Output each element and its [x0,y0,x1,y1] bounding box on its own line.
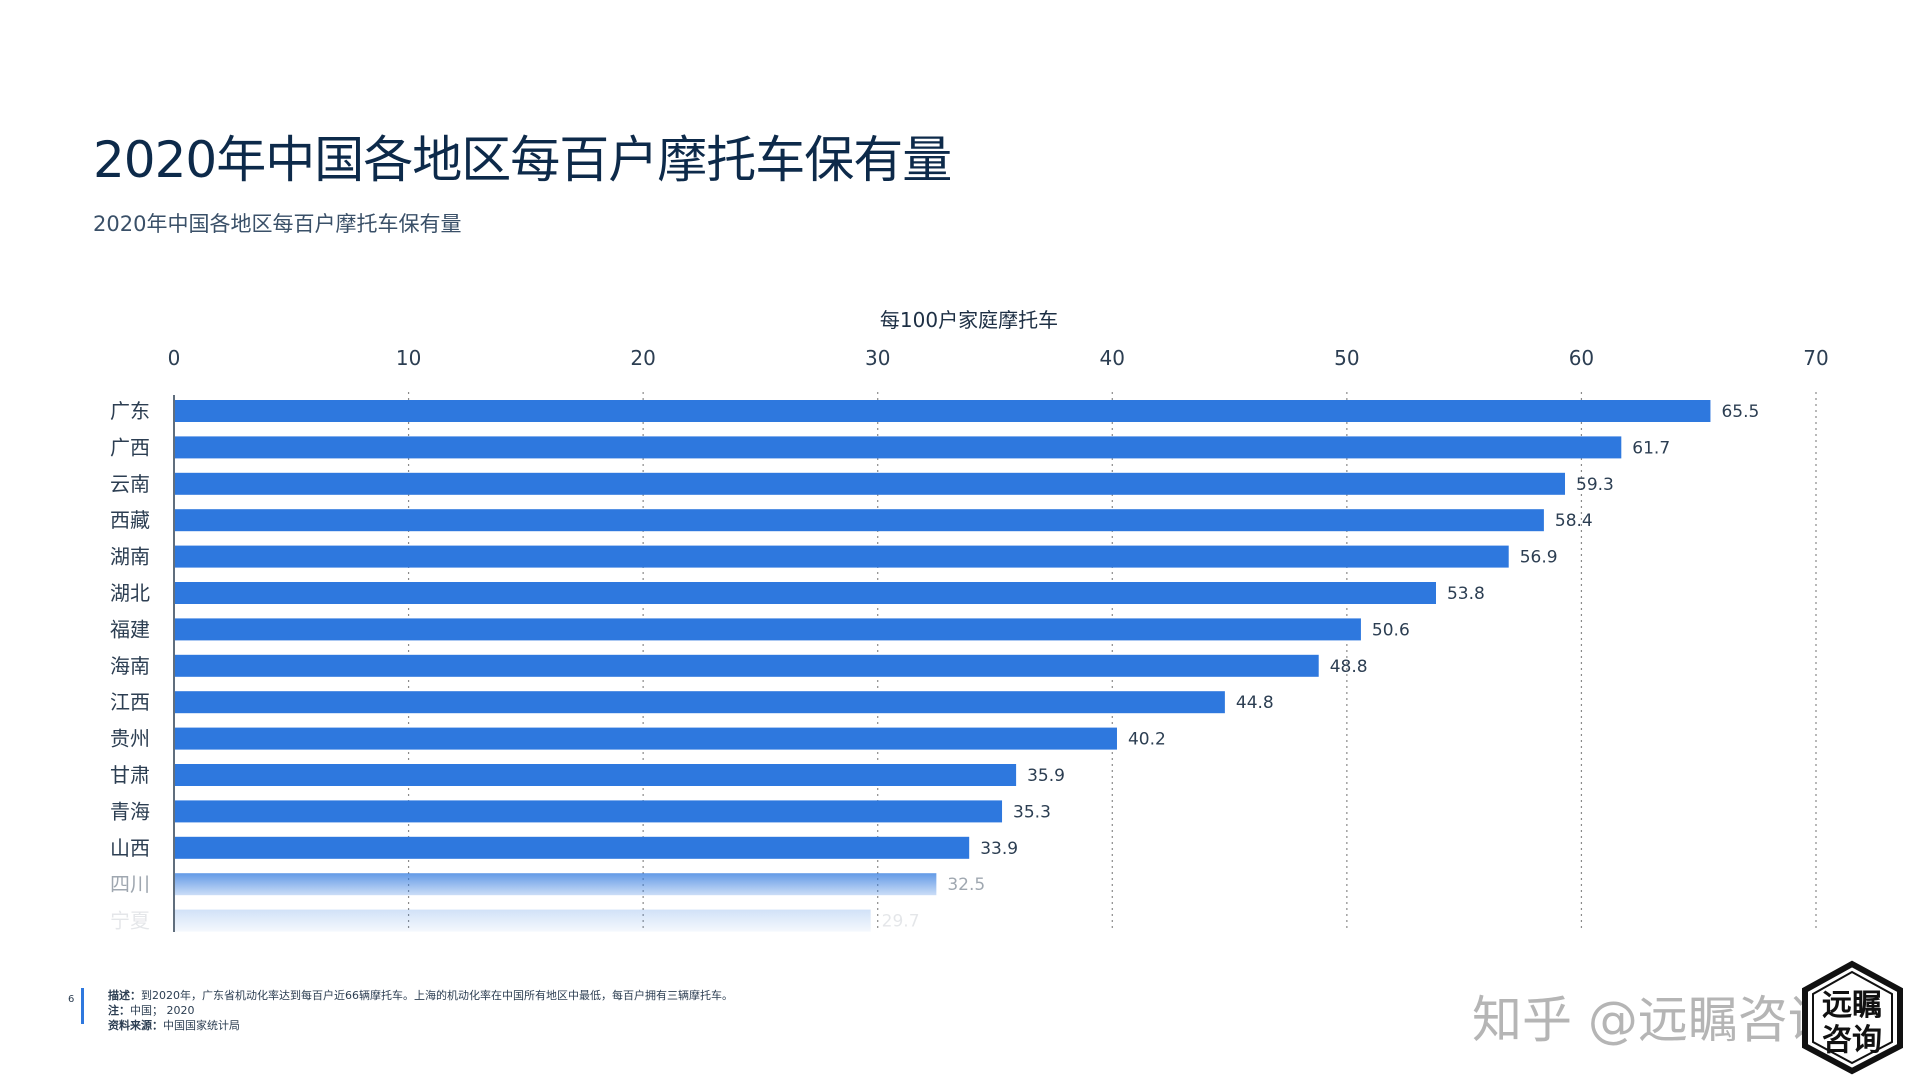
data-label: 35.9 [1027,766,1065,786]
bars: 广东 65.5 广西 61.7 云南 59.3 西藏 58.4 湖南 56.9 湖北 53.8 福建 50… [110,399,1759,933]
page-subtitle: 2020年中国各地区每百户摩托车保有量 [93,212,462,236]
category-label: 湖北 [110,581,150,605]
category-label: 青海 [110,799,150,823]
bar [175,436,1622,459]
bar-chart: 每100户家庭摩托车 0 10 20 30 40 50 60 70 广东 65.5 广西 61.7 云… [110,308,1829,933]
note-text: 中国； 2020 [130,1004,195,1017]
category-label: 广西 [110,435,150,459]
data-label: 44.8 [1236,693,1274,713]
footer-description: 描述：到2020年，广东省机动化率达到每百户近66辆摩托车。上海的机动化率在中国… [108,988,733,1003]
data-label: 35.3 [1013,802,1051,822]
x-axis-ticks: 0 10 20 30 40 50 60 70 [168,346,1829,370]
category-label: 山西 [110,836,150,860]
bar [175,654,1319,677]
footer-note: 注：中国； 2020 [108,1003,733,1018]
zhihu-watermark: 知乎 @远瞩咨询 [1472,991,1838,1049]
data-label: 61.7 [1632,438,1670,458]
category-label: 云南 [110,472,150,496]
bar [175,691,1225,714]
note-label: 注： [108,1004,130,1017]
footer-accent-bar [81,988,84,1024]
data-label: 29.7 [882,912,920,932]
source-text: 中国国家统计局 [163,1019,240,1032]
data-label: 58.4 [1555,511,1593,531]
data-label: 53.8 [1447,584,1485,604]
svg-text:远瞩: 远瞩 [1822,988,1882,1023]
category-label: 福建 [110,617,150,641]
page-title: 2020年中国各地区每百户摩托车保有量 [93,131,952,189]
data-label: 32.5 [947,875,985,895]
bar [175,509,1544,532]
bar [175,618,1361,641]
bar [175,472,1566,495]
bar [175,873,937,896]
source-label: 资料来源： [108,1019,163,1032]
data-label: 33.9 [980,839,1018,859]
bar [175,400,1711,422]
category-label: 宁夏 [110,909,150,933]
x-tick-label: 50 [1334,346,1359,370]
bar [175,727,1117,750]
bar [175,800,1003,823]
data-label: 40.2 [1128,730,1166,750]
category-label: 西藏 [110,508,150,532]
bar [175,545,1509,568]
category-label: 甘肃 [110,763,150,787]
x-tick-label: 30 [865,346,890,370]
bar [175,909,871,932]
x-tick-label: 0 [168,346,181,370]
x-tick-label: 40 [1100,346,1125,370]
description-text: 到2020年，广东省机动化率达到每百户近66辆摩托车。上海的机动化率在中国所有地… [141,989,733,1002]
footer-source: 资料来源：中国国家统计局 [108,1018,733,1033]
brand-seal-logo: 远瞩 咨询 [1800,960,1905,1075]
x-tick-label: 60 [1569,346,1594,370]
category-label: 贵州 [110,727,150,751]
category-label: 江西 [110,690,150,714]
x-tick-label: 10 [396,346,421,370]
category-label: 湖南 [110,545,150,569]
data-label: 48.8 [1330,657,1368,677]
data-label: 50.6 [1372,620,1410,640]
bar [175,582,1436,604]
bar [175,836,970,859]
x-tick-label: 20 [630,346,655,370]
data-label: 65.5 [1721,402,1759,422]
x-tick-label: 70 [1803,346,1828,370]
svg-text:咨询: 咨询 [1822,1023,1882,1058]
bar [175,764,1017,786]
data-label: 59.3 [1576,475,1614,495]
category-label: 广东 [110,399,150,423]
category-label: 四川 [110,872,150,896]
description-label: 描述： [108,989,141,1002]
category-label: 海南 [110,654,150,678]
x-axis-title: 每100户家庭摩托车 [880,308,1058,332]
page-number: 6 [68,994,75,1005]
data-label: 56.9 [1520,548,1558,568]
